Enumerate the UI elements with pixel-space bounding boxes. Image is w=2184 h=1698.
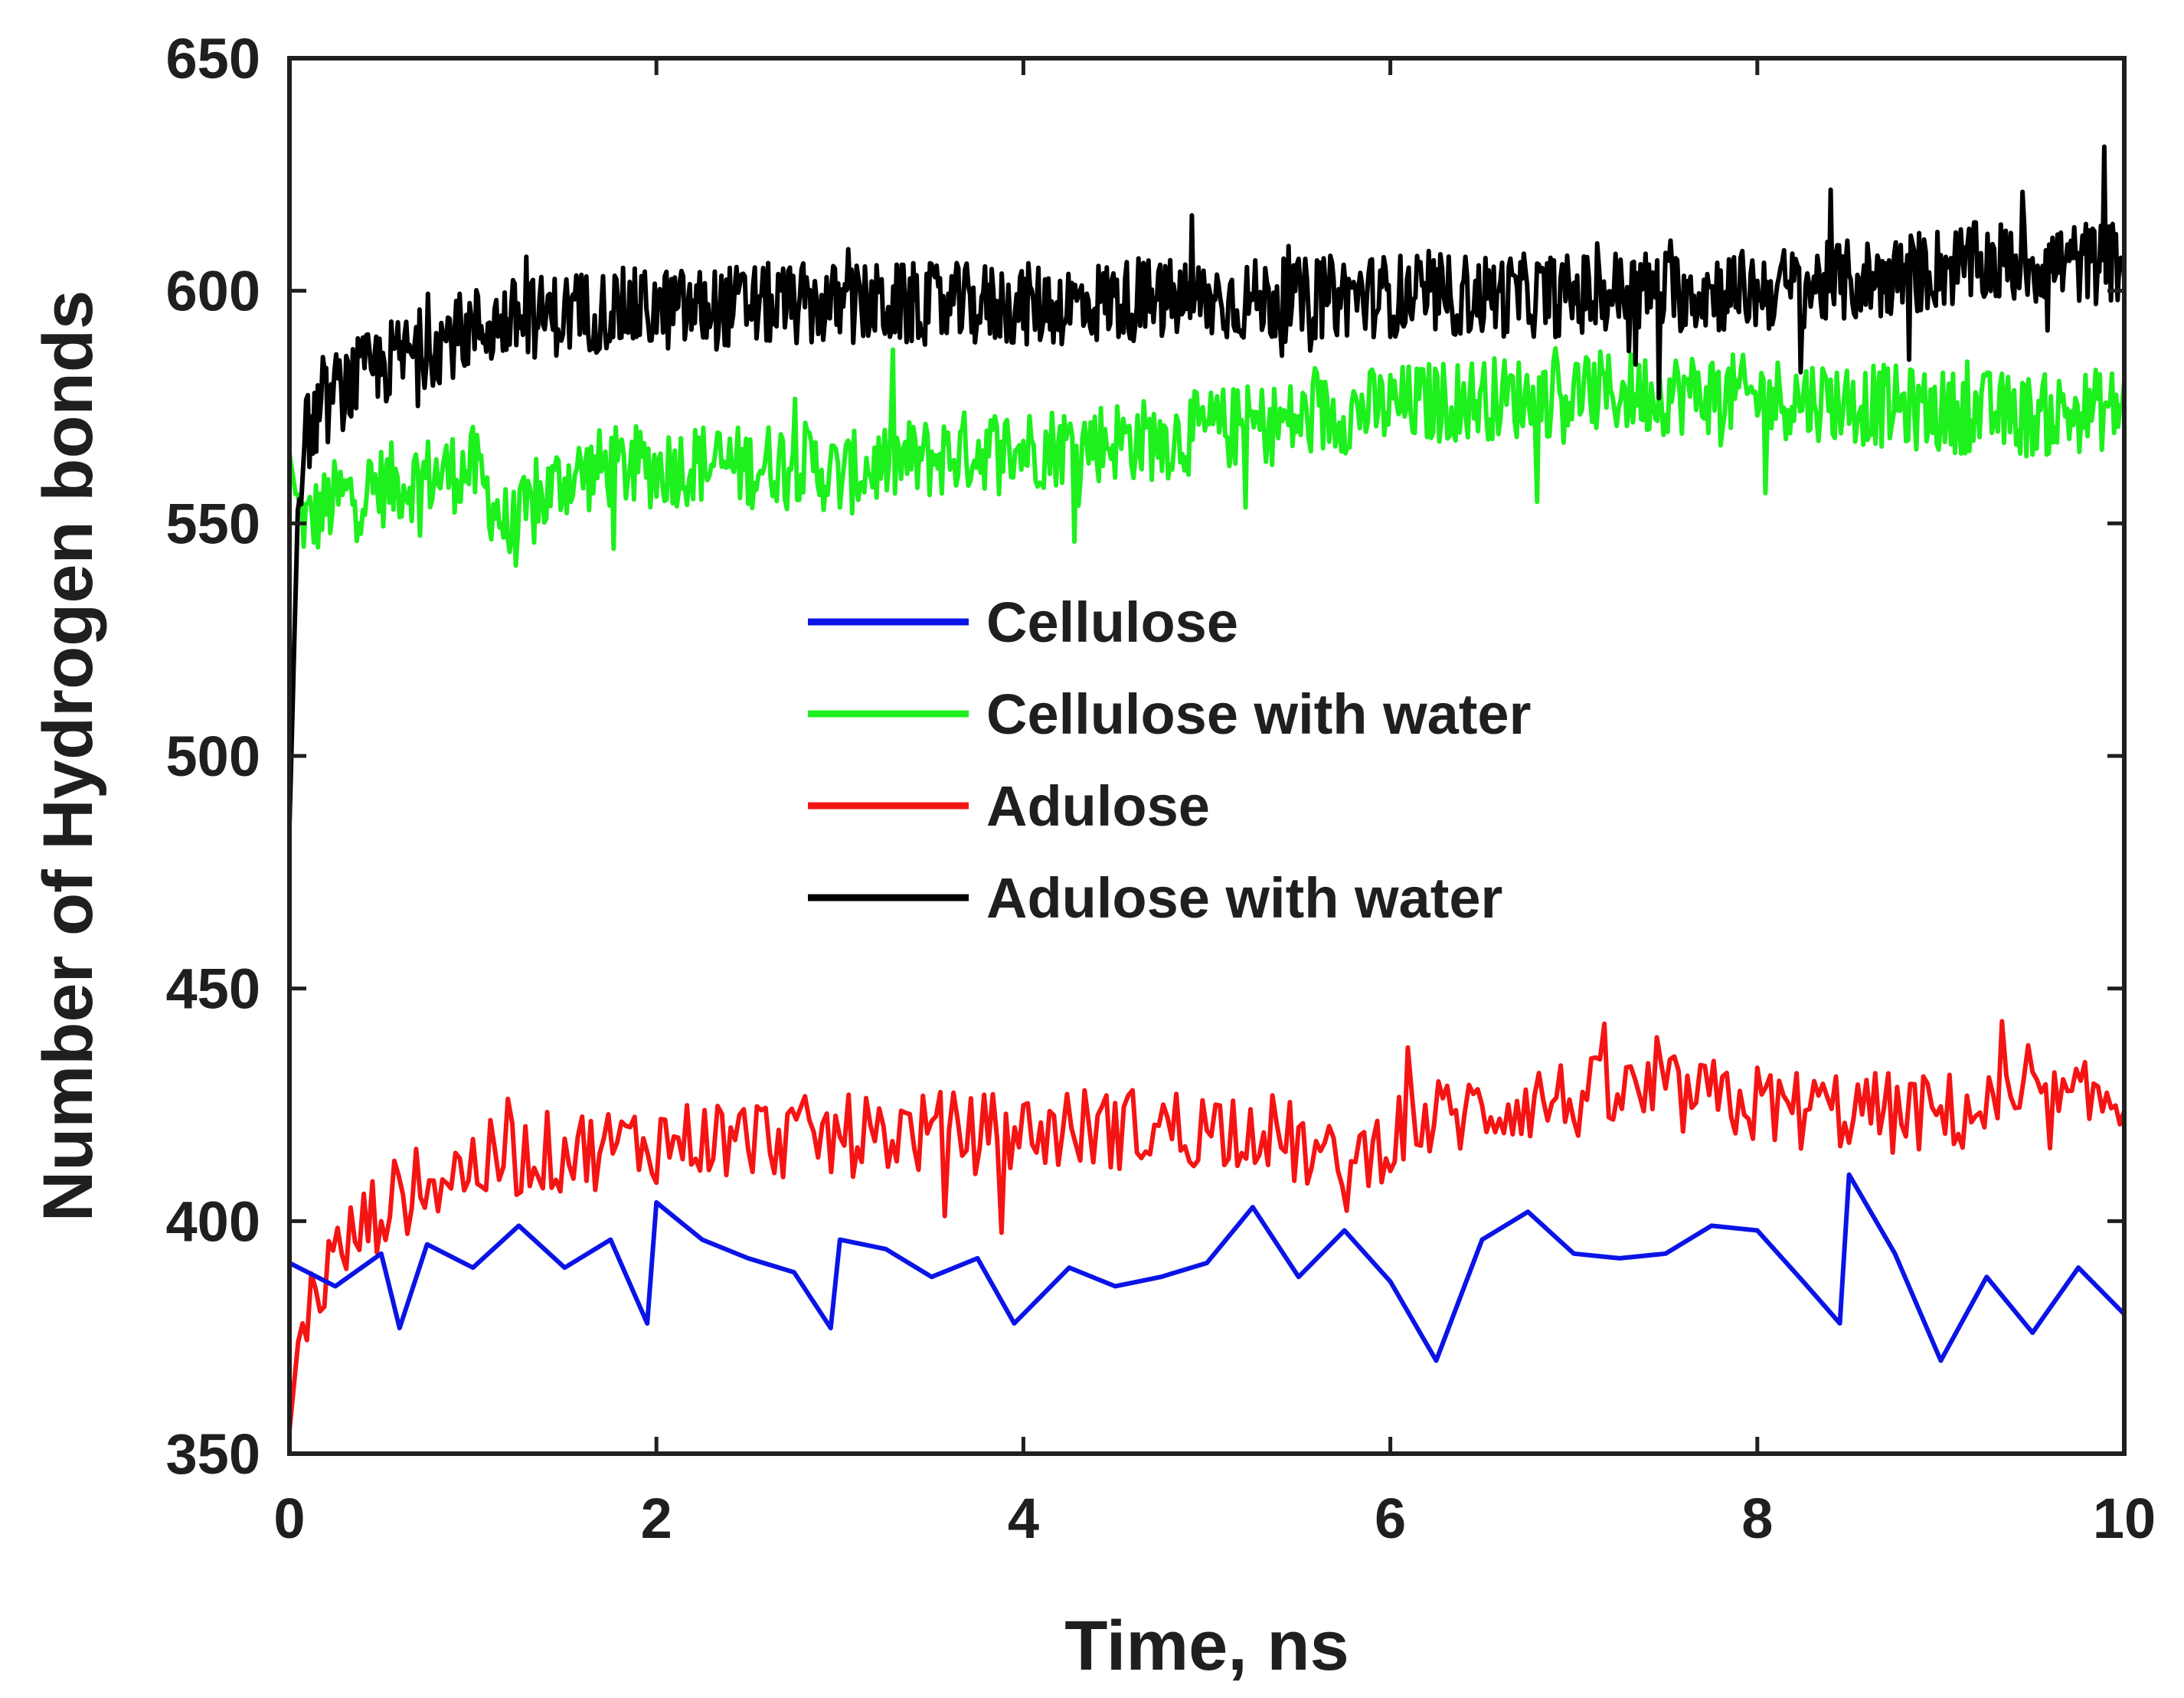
- ticks-layer: 0 2 4 6 8 10 350 400 450 500 550 600 650: [166, 27, 2156, 1550]
- y-axis-label: Number of Hydrogen bonds: [29, 290, 107, 1222]
- x-tick-label: 2: [641, 1487, 672, 1550]
- legend-label-cellulose: Cellulose: [986, 591, 1238, 654]
- y-tick-label: 500: [166, 725, 260, 788]
- y-tick-label: 400: [166, 1189, 260, 1253]
- y-tick-label: 650: [166, 27, 260, 90]
- x-tick-label: 6: [1375, 1487, 1406, 1550]
- legend-label-adulose: Adulose: [986, 774, 1210, 838]
- x-axis-label: Time, ns: [1064, 1607, 1349, 1685]
- x-tick-label: 8: [1741, 1487, 1773, 1550]
- x-tick-label: 0: [273, 1487, 305, 1550]
- y-tick-label: 550: [166, 492, 260, 555]
- y-tick-label: 350: [166, 1422, 260, 1486]
- series-layer: [287, 144, 2127, 1431]
- legend: Cellulose Cellulose with water Adulose Adul…: [808, 591, 1531, 930]
- series-line-cellulose: [288, 1172, 2127, 1363]
- x-tick-label: 4: [1008, 1487, 1039, 1550]
- series-line-adulose-with-water: [287, 144, 2127, 826]
- series-line-adulose: [287, 1019, 2127, 1431]
- legend-label-adulose-with-water: Adulose with water: [986, 866, 1502, 930]
- x-tick-label: 10: [2093, 1487, 2156, 1550]
- legend-label-cellulose-with-water: Cellulose with water: [986, 682, 1531, 746]
- y-tick-label: 600: [166, 260, 260, 323]
- series-line-cellulose-with-water: [287, 345, 2127, 568]
- y-tick-label: 450: [166, 957, 260, 1021]
